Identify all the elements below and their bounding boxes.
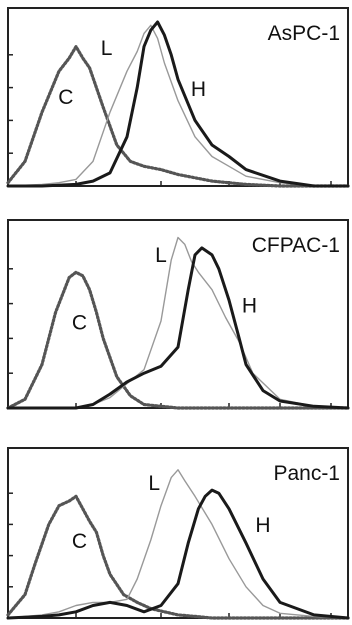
curve-label-h: H [191, 78, 206, 101]
curve-label-l: L [148, 472, 160, 495]
curve-label-c: C [72, 530, 87, 553]
chart-title: CFPAC-1 [252, 234, 340, 257]
series-c-line [8, 47, 348, 186]
curve-label-h: H [255, 514, 270, 537]
curve-label-l: L [155, 244, 167, 267]
curve-label-h: H [242, 294, 257, 317]
series-h-line [8, 490, 348, 618]
series-c-line [8, 496, 348, 618]
series-h-line [8, 248, 348, 408]
histogram-panel-3: Panc-1 C L H [8, 448, 348, 618]
series-l-line [8, 238, 348, 409]
chart-title: Panc-1 [273, 462, 340, 485]
histogram-panel-1: AsPC-1 C L H [8, 8, 348, 186]
curve-label-c: C [72, 312, 87, 335]
chart-title: AsPC-1 [268, 22, 340, 45]
series-l-line [8, 470, 348, 618]
curve-label-l: L [101, 37, 113, 60]
curve-label-c: C [58, 86, 73, 109]
histogram-panel-2: CFPAC-1 C L H [8, 220, 348, 408]
